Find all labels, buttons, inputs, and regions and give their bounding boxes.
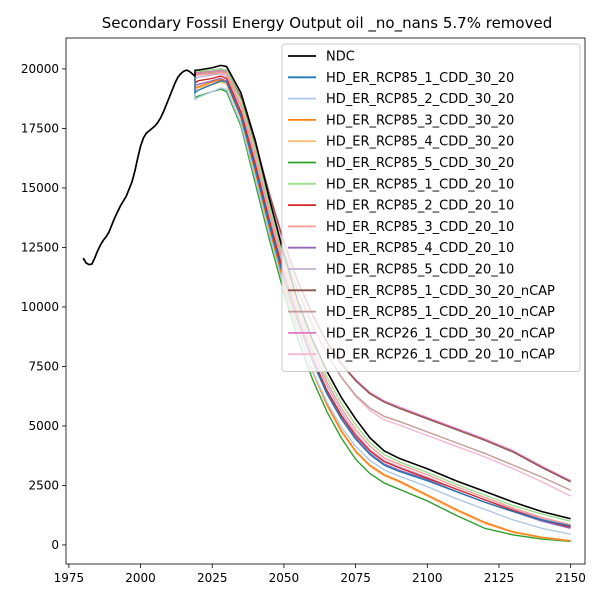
legend-entry: HD_ER_RCP85_2_CDD_20_10 (288, 199, 514, 214)
legend-entry: HD_ER_RCP85_1_CDD_30_20_nCAP (288, 284, 555, 299)
legend-label: HD_ER_RCP85_1_CDD_20_10 (326, 177, 514, 192)
y-axis: 0 2500 5000 7500 10000 12500 15000 17500 20000 (21, 62, 66, 552)
y-tick-label: 20000 (21, 62, 59, 76)
y-tick-label: 12500 (21, 240, 59, 254)
legend-label: HD_ER_RCP85_4_CDD_30_20 (326, 135, 514, 150)
legend-entry: HD_ER_RCP85_2_CDD_30_20 (288, 92, 514, 107)
x-tick-label: 2100 (412, 571, 443, 585)
x-tick-label: 2125 (484, 571, 515, 585)
legend-label: HD_ER_RCP85_1_CDD_20_10_nCAP (326, 305, 555, 320)
legend-label: HD_ER_RCP85_2_CDD_20_10 (326, 199, 514, 214)
legend-entry: HD_ER_RCP85_1_CDD_20_10 (288, 177, 514, 192)
legend-entry: HD_ER_RCP85_3_CDD_20_10 (288, 220, 514, 235)
legend-entry: HD_ER_RCP85_3_CDD_30_20 (288, 113, 514, 128)
legend-label: HD_ER_RCP85_4_CDD_20_10 (326, 241, 514, 256)
legend-box (281, 43, 581, 372)
legend-entry: HD_ER_RCP85_4_CDD_20_10 (288, 241, 514, 256)
y-tick-label: 0 (51, 538, 59, 552)
legend-entry: HD_ER_RCP85_4_CDD_30_20 (288, 135, 514, 150)
x-tick-label: 2150 (555, 571, 586, 585)
y-tick-label: 10000 (21, 300, 59, 314)
legend-label: HD_ER_RCP85_5_CDD_30_20 (326, 156, 514, 171)
legend-label: HD_ER_RCP85_1_CDD_30_20 (326, 71, 514, 86)
y-tick-label: 15000 (21, 181, 59, 195)
y-tick-label: 7500 (28, 359, 59, 373)
legend-entry: HD_ER_RCP26_1_CDD_20_10_nCAP (288, 348, 555, 363)
x-tick-label: 1975 (54, 571, 85, 585)
x-tick-label: 2000 (125, 571, 156, 585)
legend-label: HD_ER_RCP26_1_CDD_20_10_nCAP (326, 348, 555, 363)
legend-label: HD_ER_RCP85_3_CDD_20_10 (326, 220, 514, 235)
y-tick-label: 2500 (28, 478, 59, 492)
legend-label: HD_ER_RCP85_3_CDD_30_20 (326, 113, 514, 128)
legend-entry: NDC (288, 50, 355, 65)
x-tick-label: 2025 (197, 571, 228, 585)
legend-label: HD_ER_RCP26_1_CDD_30_20_nCAP (326, 326, 555, 341)
chart-title: Secondary Fossil Energy Output oil _no_n… (102, 14, 552, 33)
x-tick-label: 2075 (340, 571, 371, 585)
legend-entry: HD_ER_RCP85_5_CDD_20_10 (288, 263, 514, 278)
y-tick-label: 17500 (21, 121, 59, 135)
legend-entry: HD_ER_RCP85_5_CDD_30_20 (288, 156, 514, 171)
y-tick-label: 5000 (28, 419, 59, 433)
series-line-ndc (82, 64, 571, 520)
legend-label: HD_ER_RCP85_1_CDD_30_20_nCAP (326, 284, 555, 299)
legend-label: NDC (326, 50, 355, 65)
x-axis: 1975 2000 2025 2050 2075 2100 2125 2150 (54, 564, 586, 585)
legend-entry: HD_ER_RCP85_1_CDD_20_10_nCAP (288, 305, 555, 320)
legend-entry: HD_ER_RCP85_1_CDD_30_20 (288, 71, 514, 86)
legend: NDC HD_ER_RCP85_1_CDD_30_20 HD_ER_RCP85_2_… (281, 43, 581, 372)
legend-entry: HD_ER_RCP26_1_CDD_30_20_nCAP (288, 326, 555, 341)
x-tick-label: 2050 (269, 571, 300, 585)
legend-label: HD_ER_RCP85_2_CDD_30_20 (326, 92, 514, 107)
legend-label: HD_ER_RCP85_5_CDD_20_10 (326, 263, 514, 278)
